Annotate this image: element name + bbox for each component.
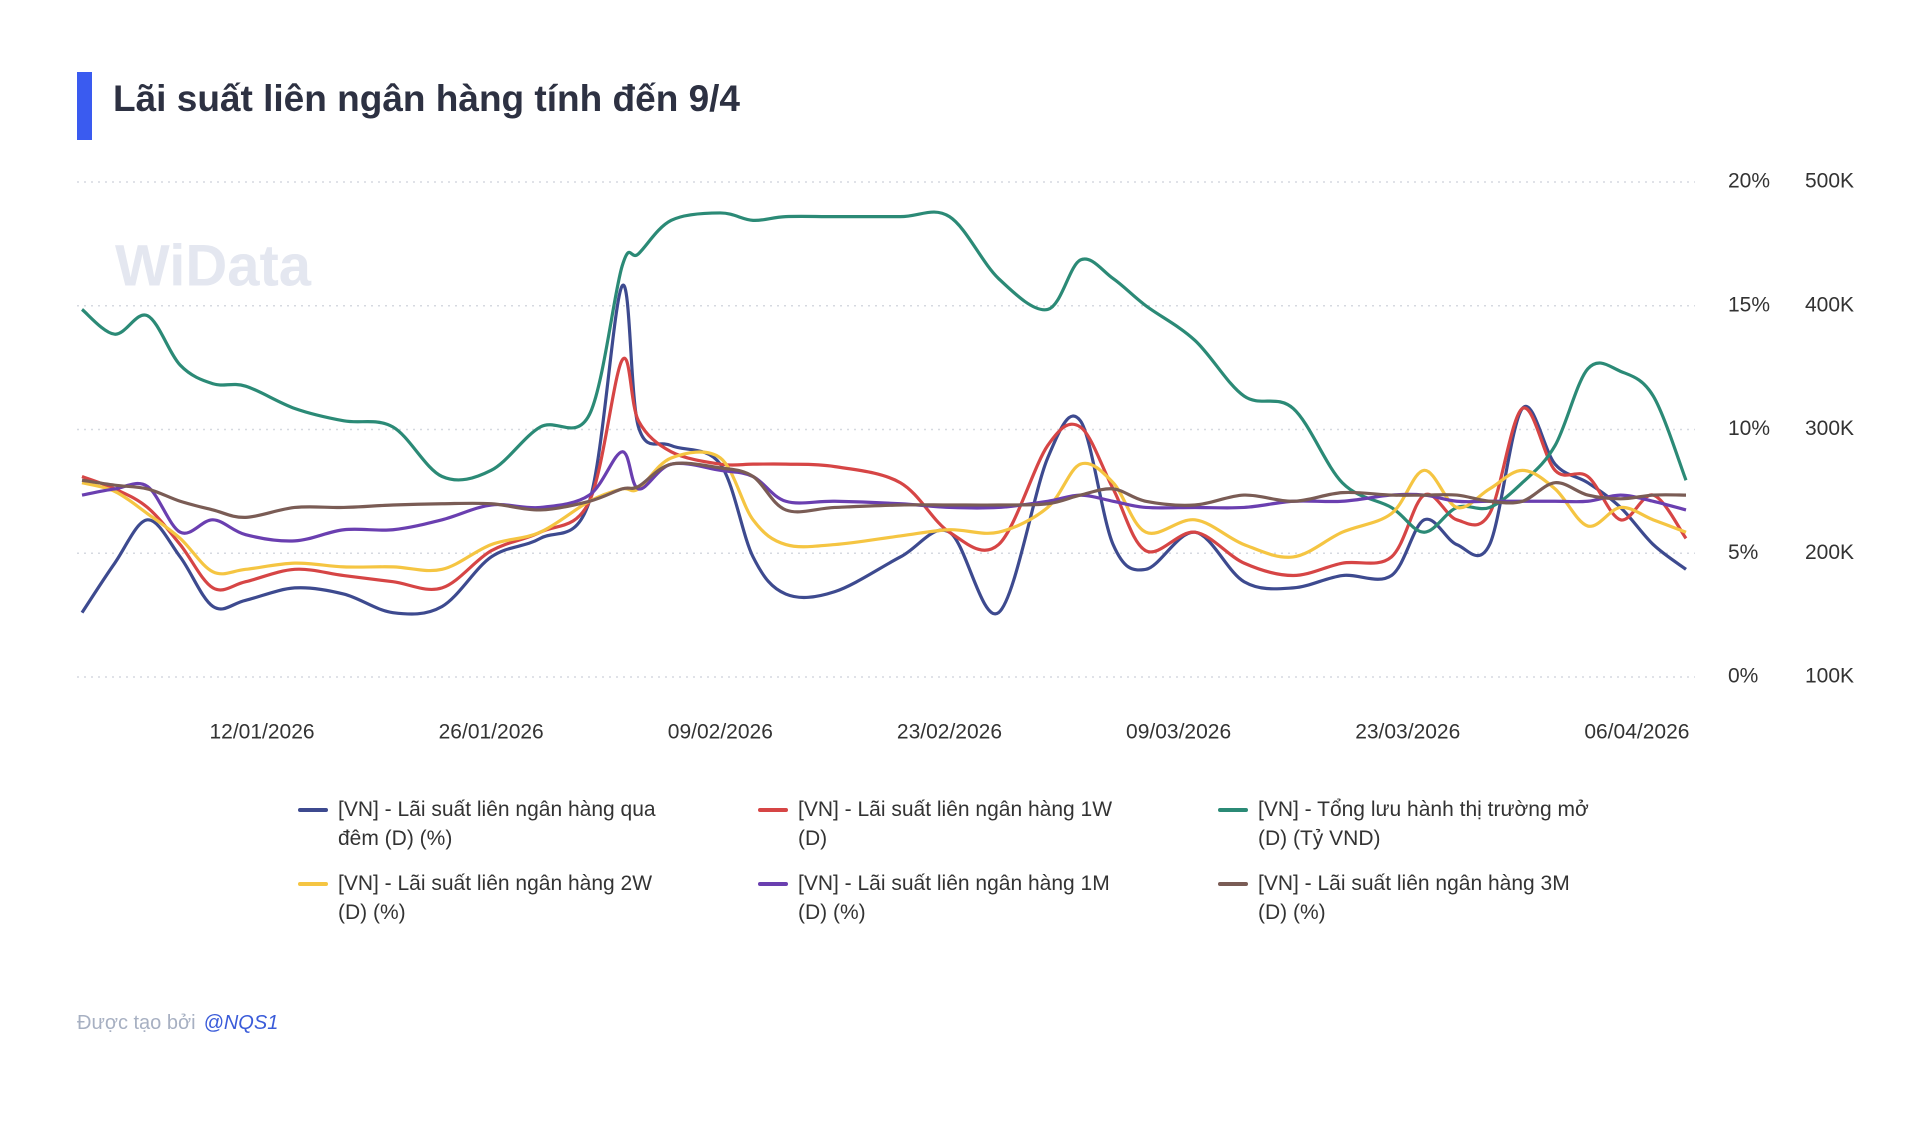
legend-label: [VN] - Lãi suất liên ngân hàng 2W (D) (%… (338, 872, 653, 924)
x-tick-label: 06/04/2026 (1584, 721, 1689, 744)
series-line (80, 283, 1687, 616)
legend-item[interactable]: [VN] - Lãi suất liên ngân hàng 1W (D) (758, 795, 1138, 853)
legend-swatch (1218, 808, 1248, 812)
y2-tick-label: 500K (1805, 170, 1854, 193)
legend-swatch (1218, 882, 1248, 886)
y-tick-label: 20% (1728, 170, 1770, 193)
chart-title: Lãi suất liên ngân hàng tính đến 9/4 (113, 78, 740, 119)
series-line (81, 356, 1688, 592)
series-line (81, 461, 1687, 519)
legend-swatch (758, 808, 788, 812)
legend-item[interactable]: [VN] - Lãi suất liên ngân hàng qua đêm (… (298, 795, 678, 853)
series-line (80, 210, 1688, 534)
y-tick-label: 0% (1728, 665, 1758, 688)
legend-label: [VN] - Lãi suất liên ngân hàng 1W (D) (798, 798, 1113, 850)
legend-label: [VN] - Lãi suất liên ngân hàng qua đêm (… (338, 798, 656, 850)
legend-item[interactable]: [VN] - Tổng lưu hành thị trường mở (D) (… (1218, 795, 1598, 853)
x-tick-label: 12/01/2026 (209, 721, 314, 744)
x-tick-label: 09/03/2026 (1126, 721, 1231, 744)
x-tick-label: 09/02/2026 (668, 721, 773, 744)
x-tick-label: 23/02/2026 (897, 721, 1002, 744)
legend-item[interactable]: [VN] - Lãi suất liên ngân hàng 1M (D) (%… (758, 869, 1138, 927)
y-tick-label: 15% (1728, 293, 1770, 316)
legend-label: [VN] - Lãi suất liên ngân hàng 1M (D) (%… (798, 872, 1110, 924)
footer-text: Được tạo bởi (77, 1012, 196, 1034)
y2-tick-label: 200K (1805, 541, 1854, 564)
y2-tick-label: 300K (1805, 417, 1854, 440)
title-bar (77, 72, 92, 140)
legend-swatch (298, 882, 328, 886)
watermark: WiData (115, 233, 312, 298)
footer: Được tạo bởi @NQS1 (77, 1012, 278, 1035)
legend-item[interactable]: [VN] - Lãi suất liên ngân hàng 3M (D) (%… (1218, 869, 1598, 927)
legend-swatch (758, 882, 788, 886)
y2-tick-label: 100K (1805, 665, 1854, 688)
legend-swatch (298, 808, 328, 812)
legend-item[interactable]: [VN] - Lãi suất liên ngân hàng 2W (D) (%… (298, 869, 678, 927)
legend-label: [VN] - Tổng lưu hành thị trường mở (D) (… (1258, 798, 1589, 850)
x-tick-label: 26/01/2026 (439, 721, 544, 744)
x-tick-label: 23/03/2026 (1355, 721, 1460, 744)
y-tick-label: 5% (1728, 541, 1758, 564)
series-line (81, 450, 1687, 576)
y-tick-label: 10% (1728, 417, 1770, 440)
footer-author[interactable]: @NQS1 (203, 1012, 279, 1034)
legend-label: [VN] - Lãi suất liên ngân hàng 3M (D) (%… (1258, 872, 1570, 924)
y2-tick-label: 400K (1805, 293, 1854, 316)
